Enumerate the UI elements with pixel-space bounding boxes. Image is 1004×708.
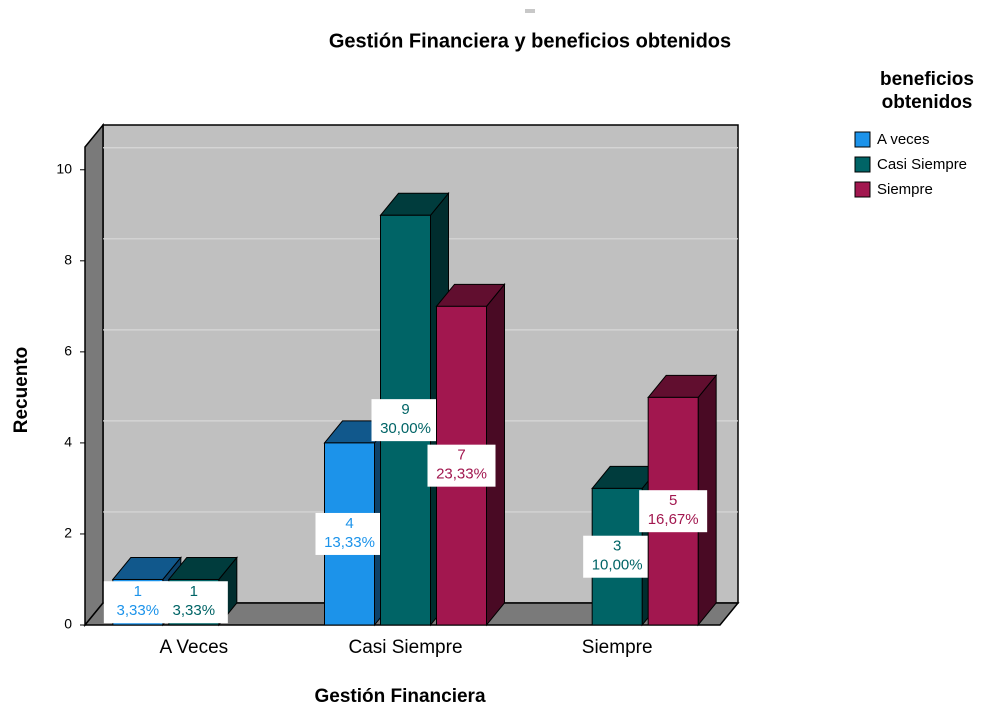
data-label: 1	[134, 583, 142, 600]
data-label: 4	[345, 515, 353, 532]
legend-swatch	[854, 156, 871, 173]
drag-handle	[525, 9, 535, 13]
data-label: 3	[613, 538, 621, 555]
data-label-box	[159, 581, 228, 624]
y-tick-label: 6	[64, 343, 72, 359]
data-label: 7	[457, 447, 465, 464]
x-tick-label: A Veces	[159, 637, 228, 658]
data-label-box	[427, 444, 496, 487]
x-tick-label: Siempre	[582, 637, 653, 658]
data-label: 1	[190, 583, 198, 600]
y-axis-title: Recuento	[11, 347, 32, 434]
legend-swatch	[854, 131, 871, 148]
side-wall	[84, 122, 104, 628]
legend-title: beneficios	[880, 69, 974, 90]
data-label-box	[583, 535, 652, 578]
legend-label: Casi Siempre	[877, 156, 967, 173]
x-axis-title: Gestión Financiera	[314, 686, 485, 707]
x-tick-label: Casi Siempre	[348, 637, 462, 658]
data-label: 3,33%	[173, 602, 216, 619]
y-tick-label: 0	[64, 616, 72, 632]
data-label-box	[371, 399, 440, 442]
y-tick-label: 8	[64, 252, 72, 268]
data-label: 5	[669, 492, 677, 509]
data-label-box	[639, 490, 708, 533]
y-tick-label: 2	[64, 525, 72, 541]
data-label: 3,33%	[117, 602, 160, 619]
data-label: 9	[401, 401, 409, 418]
legend-swatch	[854, 181, 871, 198]
data-label: 13,33%	[324, 534, 375, 551]
data-label: 10,00%	[592, 557, 643, 574]
data-label: 16,67%	[648, 511, 699, 528]
y-tick-label: 4	[64, 434, 72, 450]
legend-label: Siempre	[877, 181, 933, 198]
chart-title: Gestión Financiera y beneficios obtenido…	[329, 30, 731, 52]
data-label: 23,33%	[436, 466, 487, 483]
legend-title: obtenidos	[882, 92, 973, 113]
data-label: 30,00%	[380, 420, 431, 437]
legend-label: A veces	[877, 131, 930, 148]
data-label-box	[315, 512, 384, 555]
y-tick-label: 10	[56, 160, 72, 176]
